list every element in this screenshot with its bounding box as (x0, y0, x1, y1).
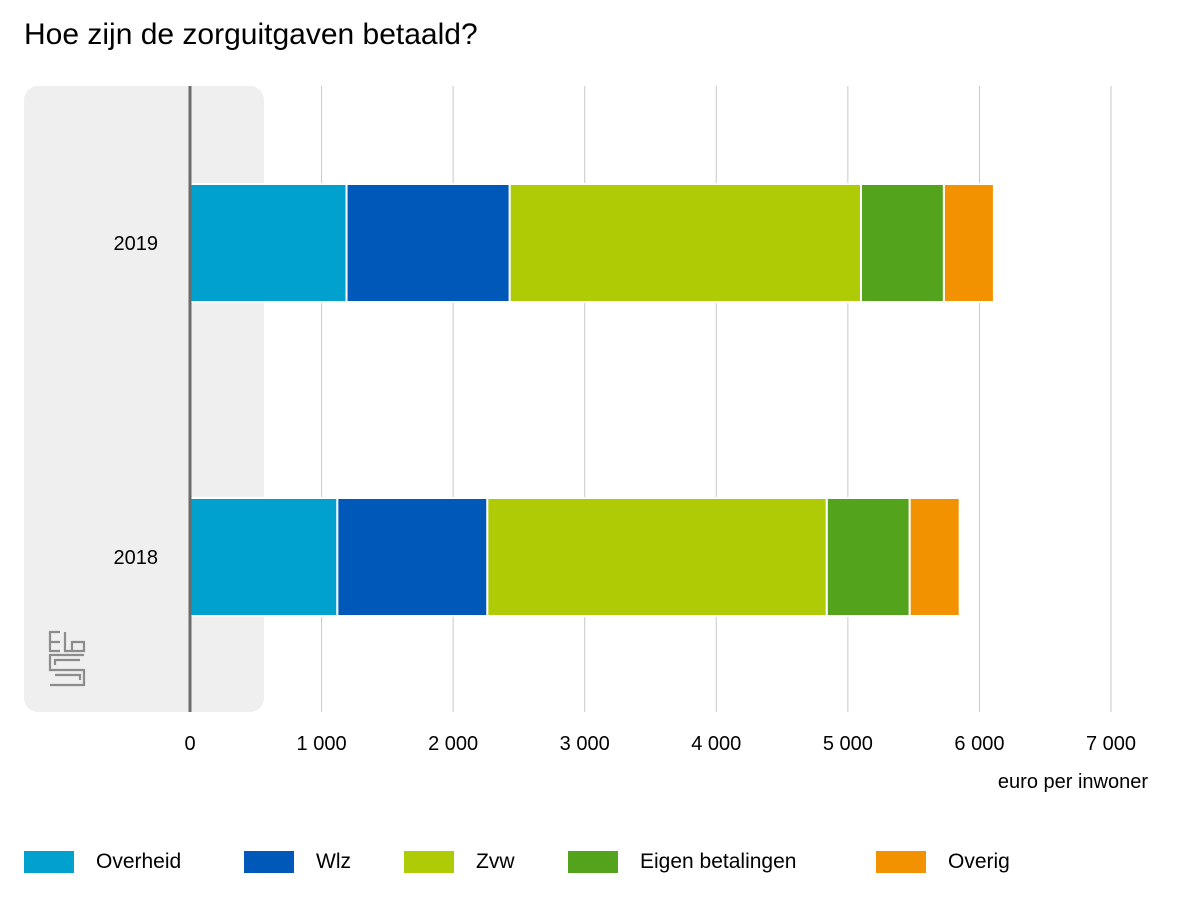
chart-title: Hoe zijn de zorguitgaven betaald? (24, 18, 478, 51)
bar-segment (345, 183, 511, 303)
legend-swatch (24, 851, 74, 873)
bar-segment (336, 497, 489, 617)
gridlines (321, 86, 1112, 712)
legend-label: Overig (948, 850, 1010, 873)
legend-label: Zvw (476, 850, 515, 873)
legend-swatch (244, 851, 294, 873)
bar-segment (189, 497, 339, 617)
x-tick-label: 1 000 (297, 733, 347, 755)
x-tick-label: 6 000 (954, 733, 1004, 755)
bar-segment (825, 497, 911, 617)
chart-plot: 2019 2018 0 1 000 2 000 3 000 4 000 5 000 6 000… (24, 86, 1136, 755)
legend-swatch (568, 851, 618, 873)
x-tick-label: 7 000 (1086, 733, 1136, 755)
x-tick-labels: 0 1 000 2 000 3 000 4 000 5 000 6 000 7 000 (184, 733, 1136, 755)
category-label: 2019 (114, 233, 159, 255)
x-tick-label: 4 000 (691, 733, 741, 755)
x-tick-label: 3 000 (560, 733, 610, 755)
category-panel (24, 86, 264, 712)
legend-label: Wlz (316, 850, 351, 873)
bar-segment (189, 183, 348, 303)
bars (189, 183, 995, 617)
bar-segment (486, 497, 828, 617)
category-labels: 2019 2018 (114, 233, 159, 569)
legend-label: Overheid (96, 850, 182, 873)
bar-segment (860, 183, 945, 303)
bar-segment (942, 183, 995, 303)
legend-item: Zvw (404, 848, 515, 876)
legend-item: Eigen betalingen (568, 848, 796, 876)
bar-segment (508, 183, 863, 303)
x-tick-label: 5 000 (823, 733, 873, 755)
legend-item: Overheid (24, 848, 181, 876)
x-tick-label: 0 (184, 733, 195, 755)
legend-swatch (404, 851, 454, 873)
legend-item: Overig (876, 848, 1010, 876)
legend-swatch (876, 851, 926, 873)
cbs-logo-icon (48, 630, 86, 687)
legend-label: Eigen betalingen (640, 850, 797, 873)
category-label: 2018 (114, 547, 159, 569)
legend-item: Wlz (244, 848, 351, 876)
x-axis-label: euro per inwoner (997, 771, 1148, 793)
bar-segment (908, 497, 961, 617)
x-tick-label: 2 000 (428, 733, 478, 755)
